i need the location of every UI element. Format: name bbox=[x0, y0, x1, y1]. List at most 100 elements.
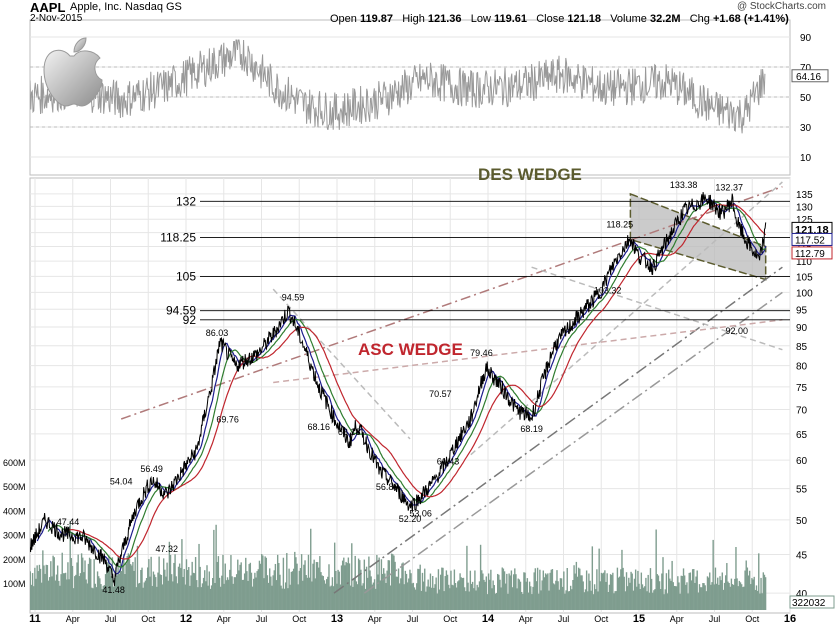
price-tick-label: 75 bbox=[796, 383, 808, 394]
chart-date: 2-Nov-2015 bbox=[30, 13, 83, 24]
volume-value-box bbox=[789, 595, 835, 609]
volume-label: Volume bbox=[610, 13, 647, 25]
rsi-value-label: 64.16 bbox=[796, 72, 821, 83]
x-tick-label: Apr bbox=[670, 614, 684, 624]
up-trend-line bbox=[470, 181, 783, 456]
price-series bbox=[30, 192, 767, 586]
price-annotation: 47.32 bbox=[156, 544, 179, 554]
price-annotation: 69.76 bbox=[216, 415, 239, 425]
price-annotation: 68.19 bbox=[520, 424, 543, 434]
rsi-tick-label: 30 bbox=[800, 123, 812, 134]
x-tick-label: 11 bbox=[29, 613, 41, 625]
price-tick-label: 100 bbox=[796, 288, 813, 299]
ticker-symbol: AAPL bbox=[30, 0, 66, 15]
volume-value-label: 322032 bbox=[792, 598, 826, 609]
price-annotation: 132.37 bbox=[715, 182, 743, 192]
open-label: Open bbox=[330, 13, 357, 25]
price-tick-label: 50 bbox=[796, 516, 808, 527]
price-annotation: 41.48 bbox=[102, 585, 125, 595]
ma-value-box bbox=[791, 232, 833, 246]
x-tick-label: Jul bbox=[407, 614, 419, 624]
rsi-tick-label: 50 bbox=[800, 93, 812, 104]
asc-wedge-lower-line bbox=[333, 266, 783, 594]
ma-short-line bbox=[36, 198, 767, 575]
chg-label: Chg bbox=[689, 13, 710, 25]
price-annotation: 94.59 bbox=[282, 293, 305, 303]
price-annotation: 52.20 bbox=[399, 514, 422, 524]
x-tick-label: 13 bbox=[331, 613, 343, 625]
price-tick-label: 65 bbox=[796, 430, 808, 441]
trend-lines bbox=[120, 181, 783, 594]
rsi-line bbox=[30, 39, 766, 134]
rsi-tick-label: 90 bbox=[800, 33, 812, 44]
x-tick-label: Oct bbox=[141, 614, 156, 624]
price-annotation: 54.04 bbox=[110, 476, 133, 486]
close-label: Close bbox=[536, 13, 565, 25]
price-tick-label: 105 bbox=[796, 272, 813, 283]
x-tick-label: 12 bbox=[180, 613, 192, 625]
volume-tick-label: 600M bbox=[3, 458, 26, 468]
volume-tick-label: 400M bbox=[3, 506, 26, 516]
price-tick-label: 135 bbox=[796, 190, 813, 201]
x-tick-label: Apr bbox=[217, 614, 231, 624]
price-annotation: 70.57 bbox=[429, 389, 452, 399]
volume-value: 32.2M bbox=[649, 13, 681, 25]
fan-line bbox=[531, 266, 783, 351]
price-annotation: 53.06 bbox=[409, 508, 432, 518]
rsi-series bbox=[30, 39, 766, 134]
level-label: 92 bbox=[183, 313, 197, 327]
low-value: 119.61 bbox=[493, 13, 528, 25]
x-tick-label: Jul bbox=[558, 614, 570, 624]
ma-value-label: 112.79 bbox=[795, 249, 825, 260]
x-tick-label: Jul bbox=[105, 614, 117, 624]
fan-line-2 bbox=[273, 319, 783, 384]
asc-wedge-label: ASC WEDGE bbox=[358, 340, 463, 359]
x-tick-label: Jul bbox=[256, 614, 268, 624]
price-annotation: 79.46 bbox=[470, 348, 493, 358]
price-tick-label: 110 bbox=[796, 257, 812, 268]
x-tick-label: 14 bbox=[482, 613, 495, 625]
volume-tick-label: 100M bbox=[3, 579, 26, 589]
rsi-value-box bbox=[791, 69, 829, 83]
price-annotation: 61.43 bbox=[437, 456, 460, 466]
asc-channel-line bbox=[363, 291, 783, 594]
price-annotation: 103.32 bbox=[594, 286, 622, 296]
level-label: 118.25 bbox=[160, 230, 196, 244]
price-line bbox=[30, 192, 767, 586]
volume-bars bbox=[30, 521, 767, 610]
price-annotations: 47.44 41.48 56.49 54.04 47.32 86.03 69.76 94.59… bbox=[57, 180, 748, 595]
high-value: 121.36 bbox=[427, 13, 462, 25]
x-tick-label: Apr bbox=[519, 614, 533, 624]
price-tick-label: 55 bbox=[796, 485, 808, 496]
price-tick-label: 125 bbox=[796, 215, 813, 226]
x-tick-label: Oct bbox=[292, 614, 307, 624]
x-tick-label: Jul bbox=[709, 614, 721, 624]
ma-value-box bbox=[791, 246, 833, 260]
close-value: 121.18 bbox=[567, 13, 602, 25]
price-annotation: 56.49 bbox=[140, 464, 163, 474]
chg-value: +1.68 (+1.41%) bbox=[712, 13, 789, 25]
price-tick-label: 90 bbox=[796, 323, 808, 334]
company-name: Apple, Inc. Nasdaq GS bbox=[70, 1, 182, 13]
price-annotation: 47.44 bbox=[57, 517, 80, 527]
price-tick-label: 95 bbox=[796, 305, 808, 316]
x-tick-label: 15 bbox=[633, 613, 645, 625]
volume-tick-label: 200M bbox=[3, 555, 26, 565]
high-label: High bbox=[402, 13, 425, 25]
ma-long-line bbox=[66, 204, 767, 560]
asc-wedge-upper-line bbox=[120, 186, 783, 420]
rsi-tick-label: 70 bbox=[800, 63, 812, 74]
price-annotation: 92.00 bbox=[726, 326, 749, 336]
rsi-tick-label: 10 bbox=[800, 153, 812, 164]
level-label: 94.59 bbox=[166, 304, 196, 318]
price-tick-label: 70 bbox=[796, 405, 808, 416]
x-tick-label: Oct bbox=[594, 614, 609, 624]
x-tick-label: Apr bbox=[66, 614, 80, 624]
price-tick-label: 45 bbox=[796, 551, 808, 562]
price-tick-label: 60 bbox=[796, 456, 808, 467]
down-trend-line bbox=[272, 288, 411, 440]
low-label: Low bbox=[470, 13, 491, 25]
x-tick-label: Apr bbox=[368, 614, 382, 624]
